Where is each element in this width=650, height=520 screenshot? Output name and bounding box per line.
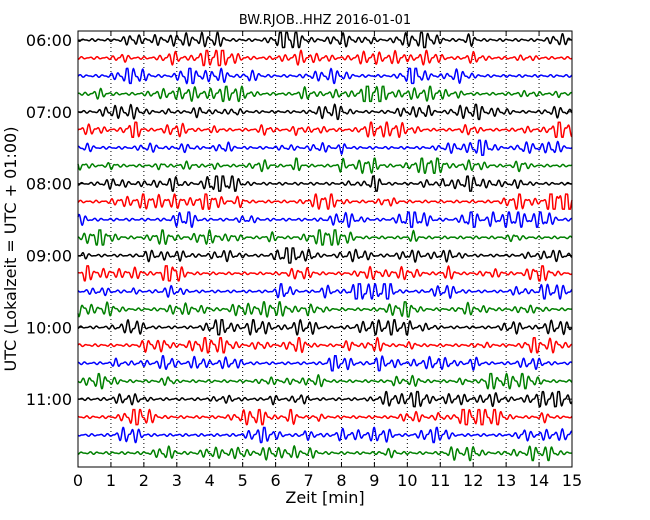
x-tick-label: 9 xyxy=(369,471,379,490)
x-tick-label: 1 xyxy=(106,471,116,490)
x-axis: 0 1 2 3 4 5 6 7 8 9 10 11 12 13 14 15 xyxy=(73,31,582,490)
y-tick-label: 07:00 xyxy=(26,103,72,122)
trace-line xyxy=(78,103,573,121)
trace-line xyxy=(77,139,573,156)
trace-line xyxy=(77,426,573,444)
y-tick-label: 10:00 xyxy=(26,318,72,337)
trace-line xyxy=(77,318,573,336)
trace-line xyxy=(77,193,573,210)
seismogram-traces xyxy=(77,31,573,462)
chart-title: BW.RJOB..HHZ 2016-01-01 xyxy=(239,13,411,28)
trace-line xyxy=(77,31,572,49)
trace-line xyxy=(77,228,573,246)
x-tick-label: 8 xyxy=(336,471,346,490)
trace-line xyxy=(77,211,573,228)
x-tick-label: 12 xyxy=(463,471,483,490)
x-tick-label: 3 xyxy=(172,471,182,490)
x-tick-label: 0 xyxy=(73,471,83,490)
vertical-grid xyxy=(110,31,540,467)
trace-line xyxy=(77,265,573,282)
x-tick-label: 10 xyxy=(397,471,417,490)
trace-line xyxy=(77,354,573,372)
y-tick-label: 09:00 xyxy=(26,246,72,265)
x-tick-label: 4 xyxy=(205,471,215,490)
trace-line xyxy=(77,67,573,85)
trace-line xyxy=(77,121,573,139)
x-tick-label: 6 xyxy=(271,471,281,490)
trace-line xyxy=(77,372,573,390)
trace-line xyxy=(77,444,573,462)
x-tick-label: 5 xyxy=(238,471,248,490)
y-axis-label: UTC (Lokalzeit = UTC + 01:00) xyxy=(1,127,20,372)
x-tick-label: 11 xyxy=(430,471,450,490)
y-tick-label: 11:00 xyxy=(26,390,72,409)
trace-line xyxy=(77,49,573,67)
x-tick-label: 15 xyxy=(562,471,582,490)
trace-line xyxy=(77,157,573,175)
x-tick-label: 7 xyxy=(303,471,313,490)
trace-line xyxy=(77,282,573,300)
y-tick-label: 08:00 xyxy=(26,175,72,194)
trace-line xyxy=(77,175,573,192)
trace-line xyxy=(77,247,573,264)
trace-line xyxy=(77,408,573,426)
trace-line xyxy=(77,301,573,318)
x-axis-label: Zeit [min] xyxy=(285,488,364,507)
trace-line xyxy=(77,336,572,354)
x-tick-label: 14 xyxy=(529,471,549,490)
y-axis: 06:00 07:00 08:00 09:00 10:00 11:00 xyxy=(26,31,572,409)
plot-frame xyxy=(77,30,573,468)
x-tick-label: 2 xyxy=(139,471,149,490)
y-tick-label: 06:00 xyxy=(26,31,72,50)
trace-line xyxy=(77,85,573,103)
trace-line xyxy=(77,390,573,408)
x-tick-label: 13 xyxy=(496,471,516,490)
